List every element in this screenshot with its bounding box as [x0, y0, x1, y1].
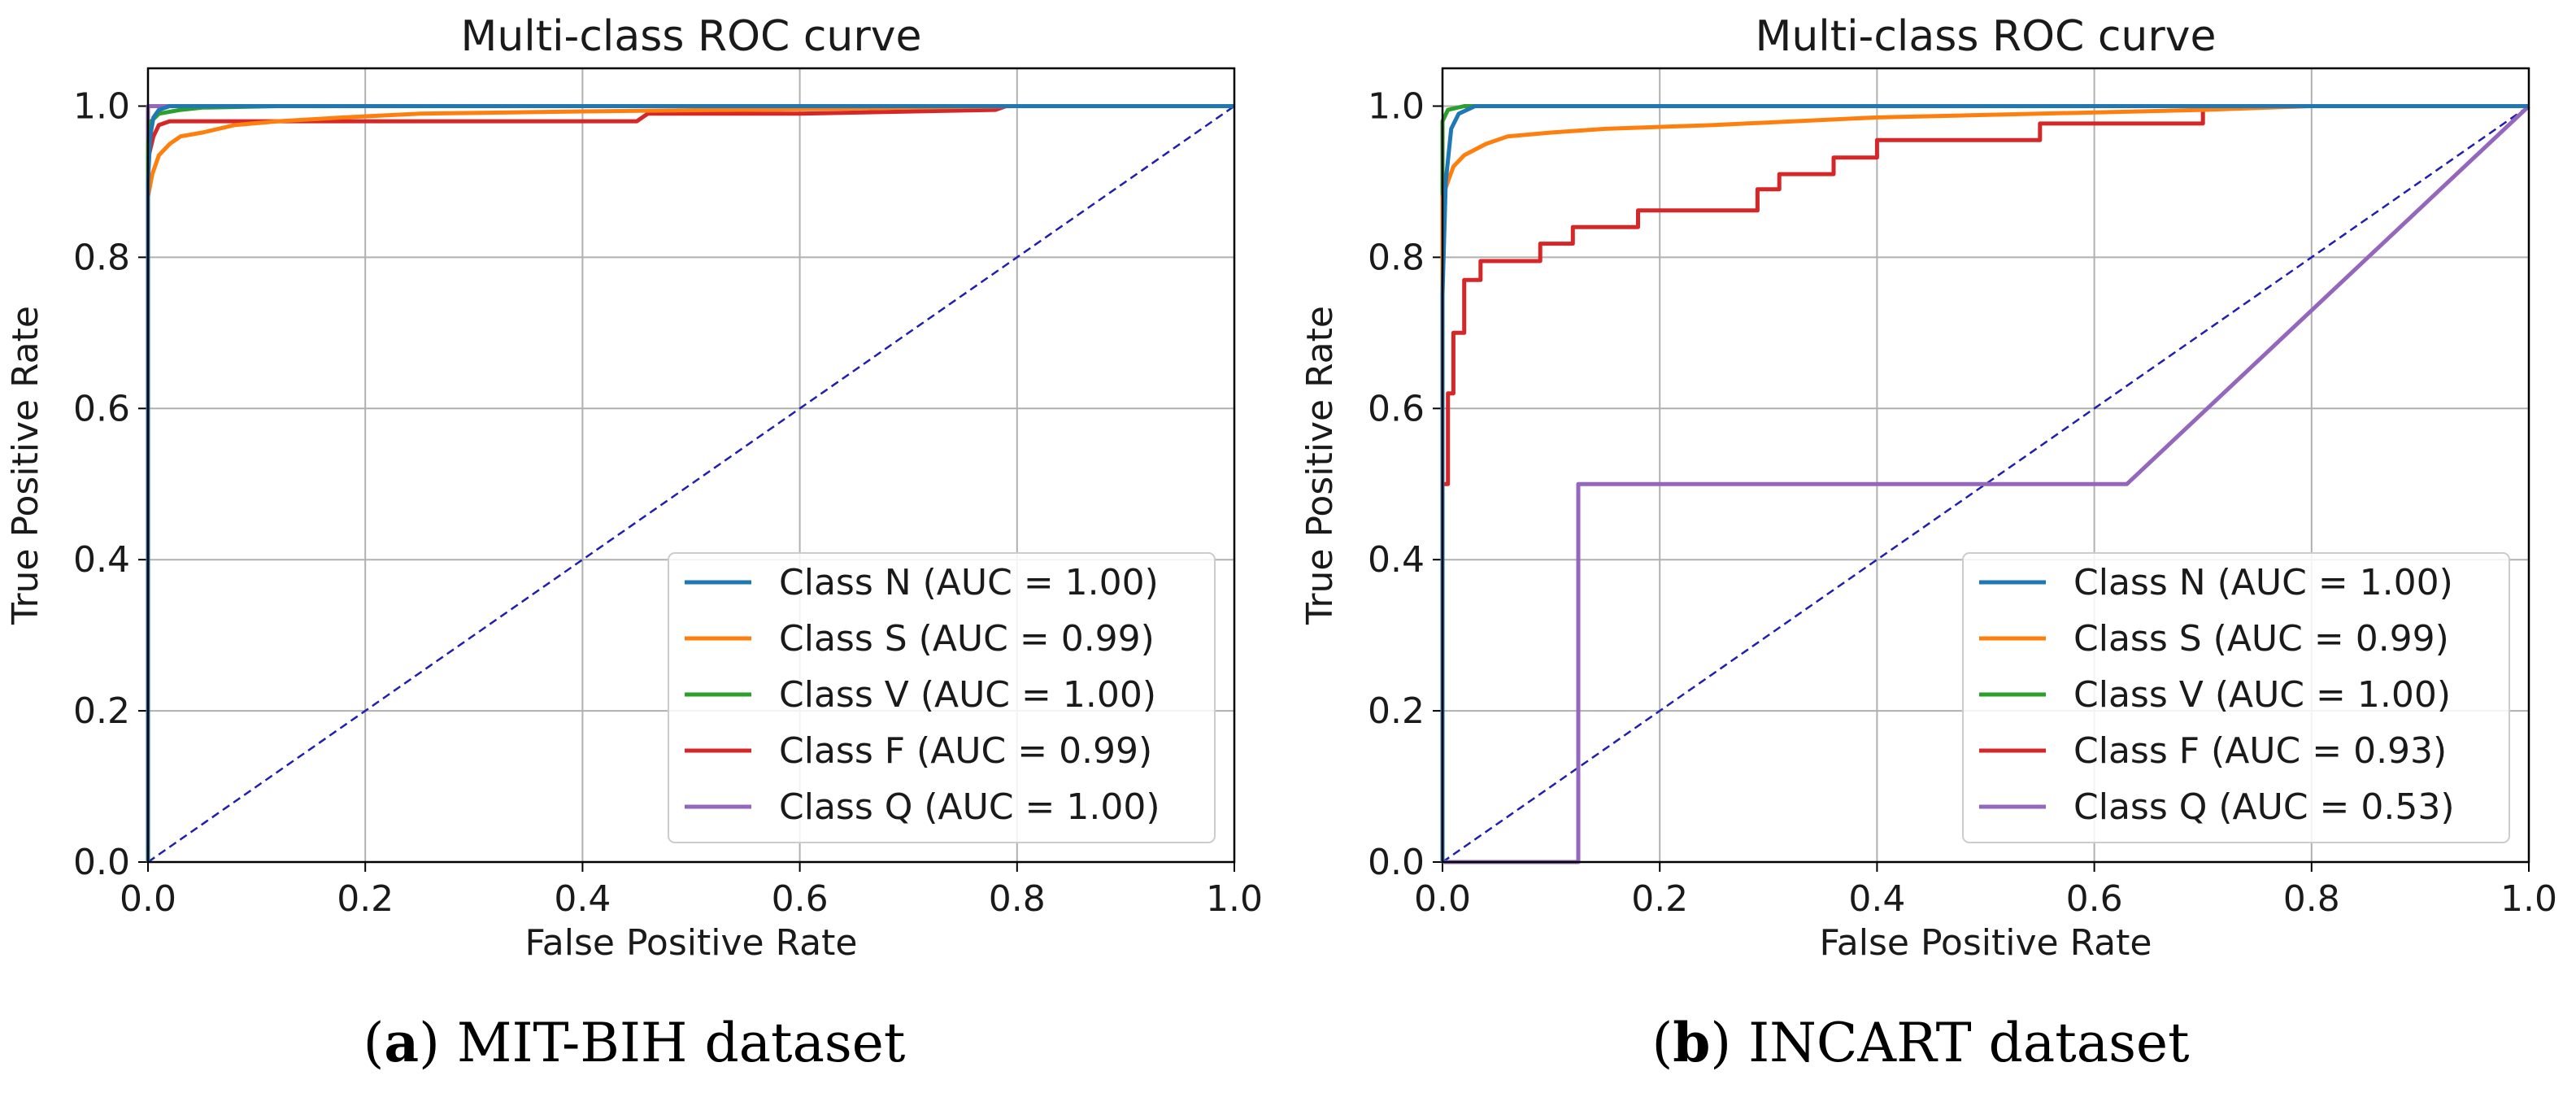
x-tick-label: 0.2: [337, 878, 394, 920]
y-tick-label: 0.8: [73, 237, 130, 278]
caption-a: (a) MIT-BIH dataset: [363, 1011, 906, 1074]
y-tick-label: 0.8: [1368, 237, 1425, 278]
x-tick-label: 0.4: [1848, 878, 1905, 920]
y-tick-label: 0.4: [73, 539, 130, 581]
legend-entry-4: Class Q (AUC = 0.53): [2073, 786, 2455, 828]
y-tick-label: 0.2: [1368, 690, 1425, 732]
series-line-1: [1440, 104, 2529, 862]
caption-b-text: INCART dataset: [1731, 1012, 2189, 1074]
x-tick-label: 0.6: [2066, 878, 2123, 920]
legend-box: [1962, 552, 2510, 843]
plot-frame: [1441, 67, 2530, 864]
y-tick-label: 1.0: [1368, 85, 1425, 127]
x-tick-label: 0.0: [120, 878, 176, 920]
legend: Class N (AUC = 1.00) Class S (AUC = 0.99)…: [668, 552, 1216, 843]
y-tick-label: 0.0: [1368, 842, 1425, 883]
legend-entry-4: Class Q (AUC = 1.00): [779, 786, 1160, 828]
series-line-1: [146, 104, 1234, 862]
roc-chart-incart: 0.0 0.2 0.4 0.6 0.8 1.0 0.0 0.2 0.4 0.6 0.8 1.0 Mult…: [1299, 12, 2557, 964]
legend: Class N (AUC = 1.00) Class S (AUC = 0.99)…: [1962, 552, 2510, 843]
y-axis-label: True Positive Rate: [5, 306, 46, 625]
legend-entry-0: Class N (AUC = 1.00): [2073, 562, 2453, 603]
x-tick-label: 0.8: [989, 878, 1046, 920]
plot-frame: [146, 67, 1236, 864]
y-tick-label: 0.4: [1368, 539, 1425, 581]
legend-entry-3: Class F (AUC = 0.99): [779, 730, 1152, 772]
chart-title: Multi-class ROC curve: [460, 12, 921, 61]
x-tick-label: 0.6: [772, 878, 829, 920]
caption-a-text: MIT-BIH dataset: [440, 1012, 905, 1074]
x-tick-label: 1.0: [2500, 878, 2557, 920]
x-axis-label: False Positive Rate: [525, 922, 858, 964]
x-axis-label: False Positive Rate: [1820, 922, 2152, 964]
legend-entry-3: Class F (AUC = 0.93): [2073, 730, 2447, 772]
x-tick-label: 0.0: [1414, 878, 1471, 920]
y-tick-label: 0.2: [73, 690, 130, 732]
y-tick-label: 0.6: [1368, 388, 1425, 429]
x-tick-label: 0.8: [2283, 878, 2340, 920]
legend-entry-1: Class S (AUC = 0.99): [2073, 618, 2449, 660]
legend-entry-2: Class V (AUC = 1.00): [779, 674, 1156, 716]
roc-chart-mit-bih: 0.0 0.2 0.4 0.6 0.8 1.0 0.0 0.2 0.4 0.6 0.8 1.0 Mult…: [5, 12, 1263, 964]
caption-b: (b) INCART dataset: [1651, 1011, 2189, 1074]
y-tick-label: 0.0: [73, 842, 130, 883]
y-tick-label: 0.6: [73, 388, 130, 429]
y-tick-label: 1.0: [73, 85, 130, 127]
y-axis-label: True Positive Rate: [1299, 306, 1341, 625]
legend-box: [668, 552, 1216, 843]
caption-a-label: a: [384, 1011, 419, 1074]
caption-b-label: b: [1673, 1011, 1710, 1074]
legend-entry-0: Class N (AUC = 1.00): [779, 562, 1159, 603]
x-tick-label: 1.0: [1206, 878, 1263, 920]
series-line-3: [146, 104, 1234, 862]
legend-entry-2: Class V (AUC = 1.00): [2073, 674, 2451, 716]
chart-title: Multi-class ROC curve: [1755, 12, 2216, 61]
x-tick-label: 0.2: [1631, 878, 1688, 920]
x-tick-label: 0.4: [554, 878, 611, 920]
series-line-3: [1440, 104, 2529, 862]
legend-entry-1: Class S (AUC = 0.99): [779, 618, 1155, 660]
